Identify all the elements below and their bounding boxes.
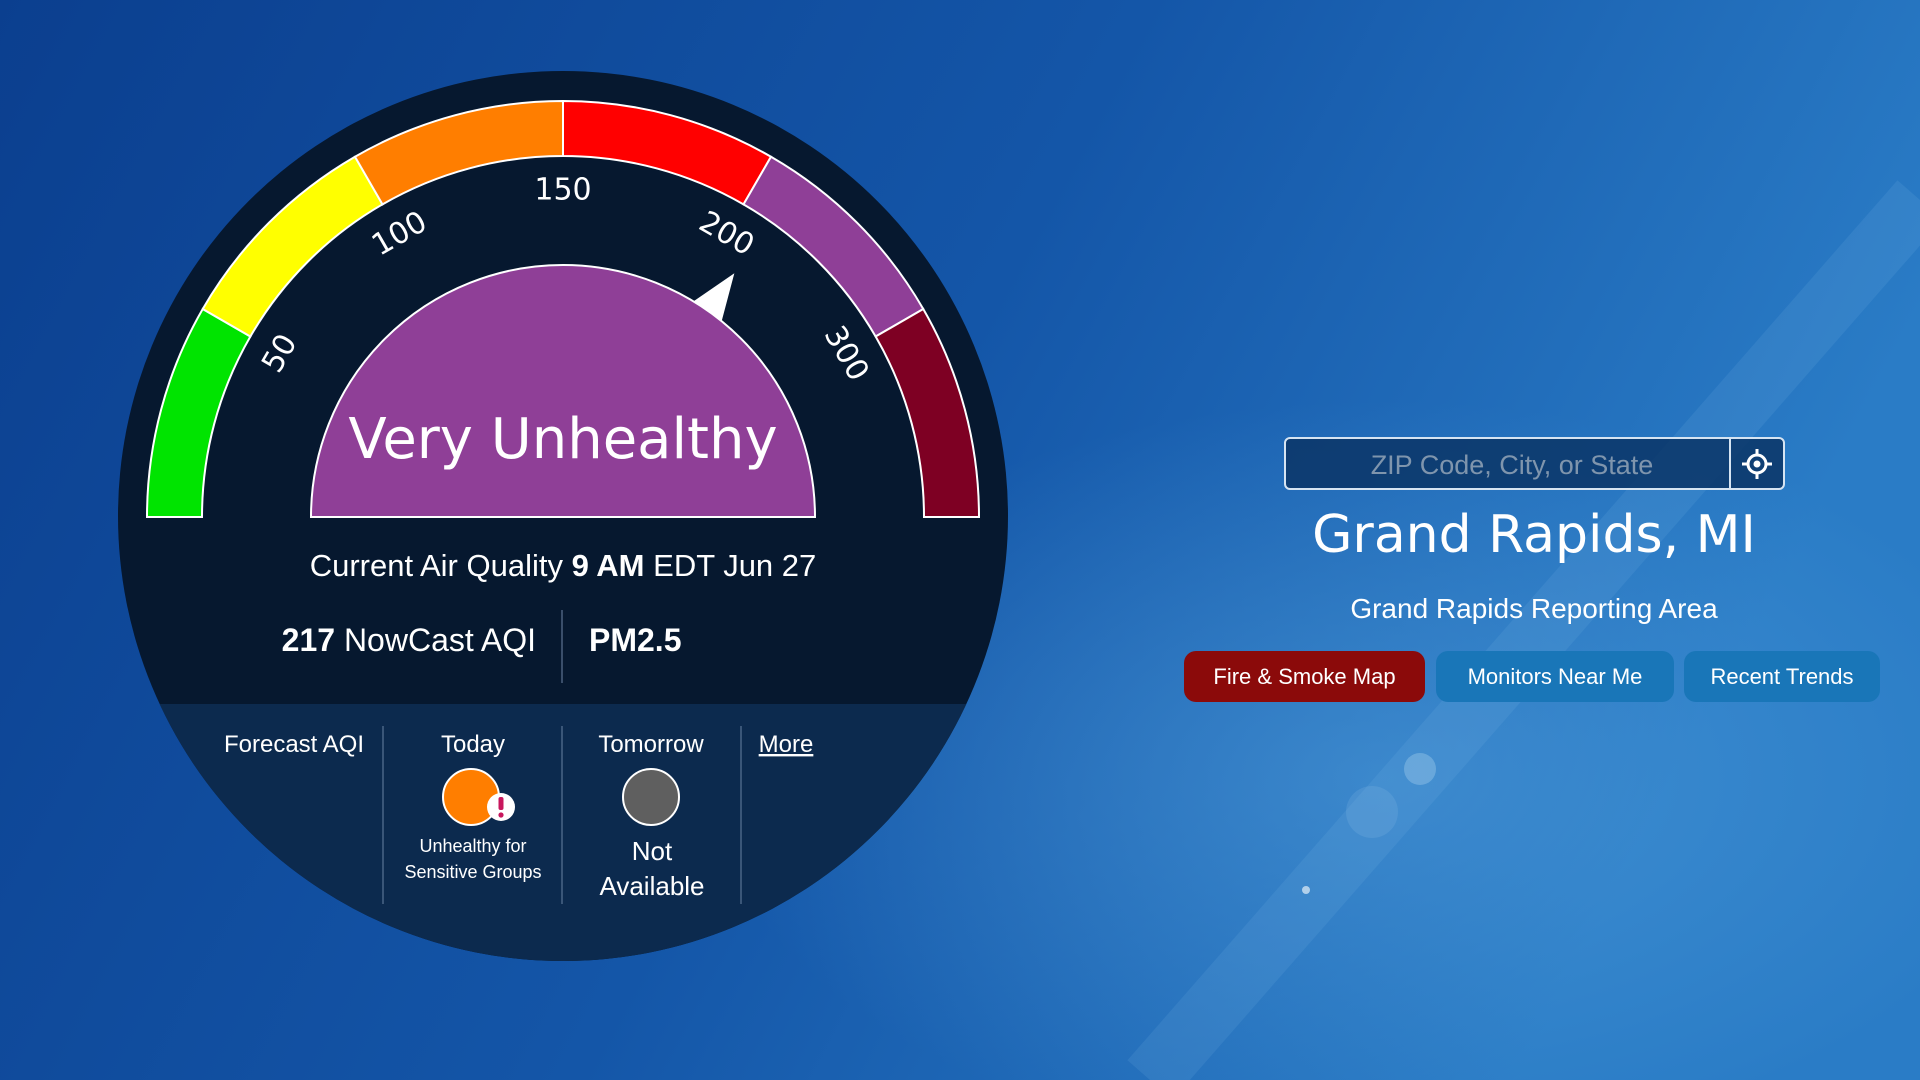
nowcast: 217 NowCast AQI — [282, 622, 536, 658]
nav-button[interactable]: Fire & Smoke Map — [1184, 651, 1425, 702]
light-streak — [1127, 180, 1920, 1080]
current-date: EDT Jun 27 — [653, 548, 816, 583]
more-link[interactable]: More — [759, 731, 814, 758]
gauge-arc — [145, 99, 981, 518]
forecast-icon — [442, 768, 500, 826]
forecast-status: Unhealthy for — [419, 836, 526, 856]
reporting-area: Grand Rapids Reporting Area — [1350, 593, 1718, 624]
button-background[interactable] — [1436, 651, 1674, 702]
button-label[interactable]: Recent Trends — [1710, 664, 1853, 689]
lens-flare — [1404, 753, 1436, 785]
pollutant: PM2.5 — [589, 622, 681, 658]
nav-button[interactable]: Monitors Near Me — [1436, 651, 1674, 702]
search-box[interactable]: ZIP Code, City, or State — [1284, 437, 1785, 490]
search-placeholder: ZIP Code, City, or State — [1371, 450, 1654, 480]
category-disc — [309, 264, 817, 518]
aqi-value: 217 — [282, 622, 335, 658]
button-label[interactable]: Monitors Near Me — [1468, 664, 1643, 689]
aqi-label: NowCast AQI — [344, 622, 536, 658]
button-background[interactable] — [1684, 651, 1880, 702]
gauge-tick-label: 150 — [534, 173, 591, 208]
forecast-icon — [622, 768, 680, 826]
action-buttons: Fire & Smoke Map Monitors Near Me Recent T… — [1184, 651, 1880, 702]
lens-flare — [1346, 786, 1398, 838]
current-hour: 9 AM — [572, 548, 645, 583]
location-name: Grand Rapids, MI — [1312, 505, 1756, 565]
search-input[interactable] — [1284, 437, 1785, 490]
aqi-dial: Very Unhealthy Current Air Quality 9 AM … — [118, 71, 1008, 961]
forecast-status: Not — [632, 836, 673, 866]
button-label[interactable]: Fire & Smoke Map — [1213, 664, 1395, 689]
current-label: Current Air Quality — [310, 548, 564, 583]
aqi-needle — [693, 273, 735, 321]
forecast-status: Sensitive Groups — [404, 862, 541, 882]
alert-mark — [498, 797, 504, 810]
forecast-day: Tomorrow — [598, 731, 704, 758]
forecast-title: Forecast AQI — [224, 731, 364, 758]
lens-flare — [1302, 886, 1310, 894]
gauge-segment — [874, 307, 981, 518]
locate-icon — [1742, 449, 1772, 479]
nav-button[interactable]: Recent Trends — [1684, 651, 1880, 702]
forecast-status: Available — [599, 871, 704, 901]
locate-button[interactable] — [1742, 449, 1772, 479]
current-time: Current Air Quality 9 AM EDT Jun 27 — [310, 548, 817, 583]
aqi-category: Very Unhealthy — [348, 407, 777, 472]
button-background[interactable] — [1184, 651, 1425, 702]
forecast-day: Today — [441, 731, 505, 758]
alert-mark — [498, 812, 504, 818]
locate-icon — [1753, 460, 1761, 468]
